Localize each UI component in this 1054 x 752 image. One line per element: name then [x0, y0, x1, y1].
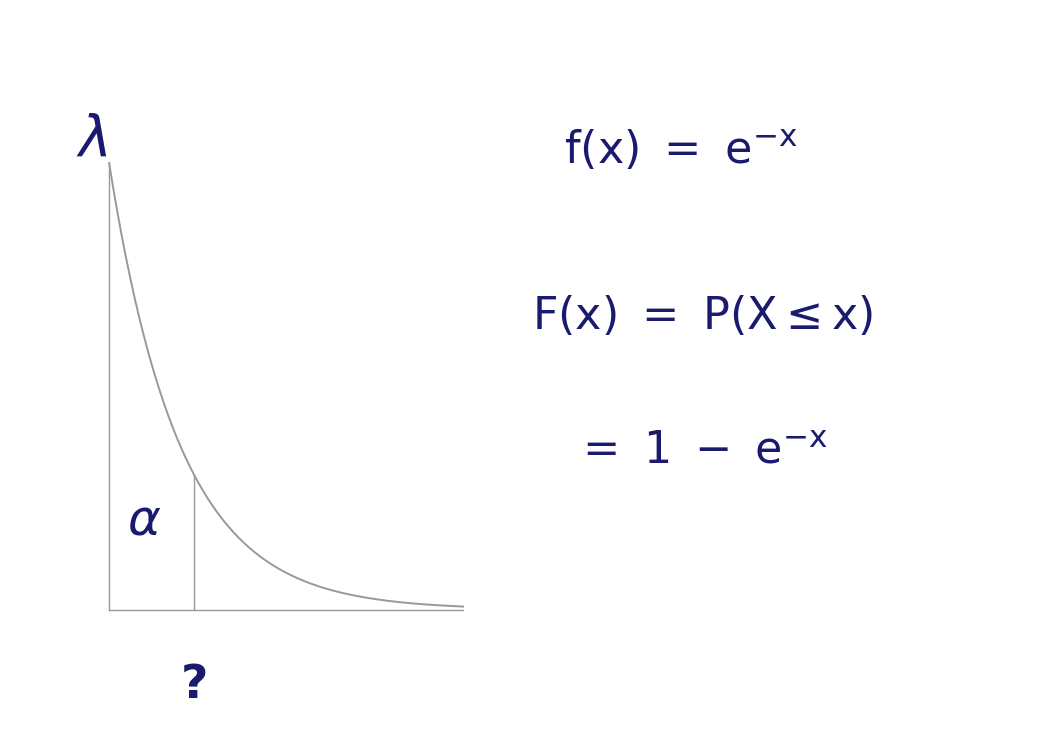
Text: $\alpha$: $\alpha$	[128, 496, 161, 545]
Text: ?: ?	[180, 663, 208, 708]
Text: $\mathrm{=\ 1\ -\ e^{-x}}$: $\mathrm{=\ 1\ -\ e^{-x}}$	[574, 429, 828, 473]
Text: $\lambda$: $\lambda$	[76, 114, 108, 168]
Text: $\mathrm{f(x)\ =\ e^{-x}}$: $\mathrm{f(x)\ =\ e^{-x}}$	[564, 129, 798, 172]
Text: $\mathrm{F(x)\ =\ P(X \leq x)}$: $\mathrm{F(x)\ =\ P(X \leq x)}$	[532, 294, 874, 338]
